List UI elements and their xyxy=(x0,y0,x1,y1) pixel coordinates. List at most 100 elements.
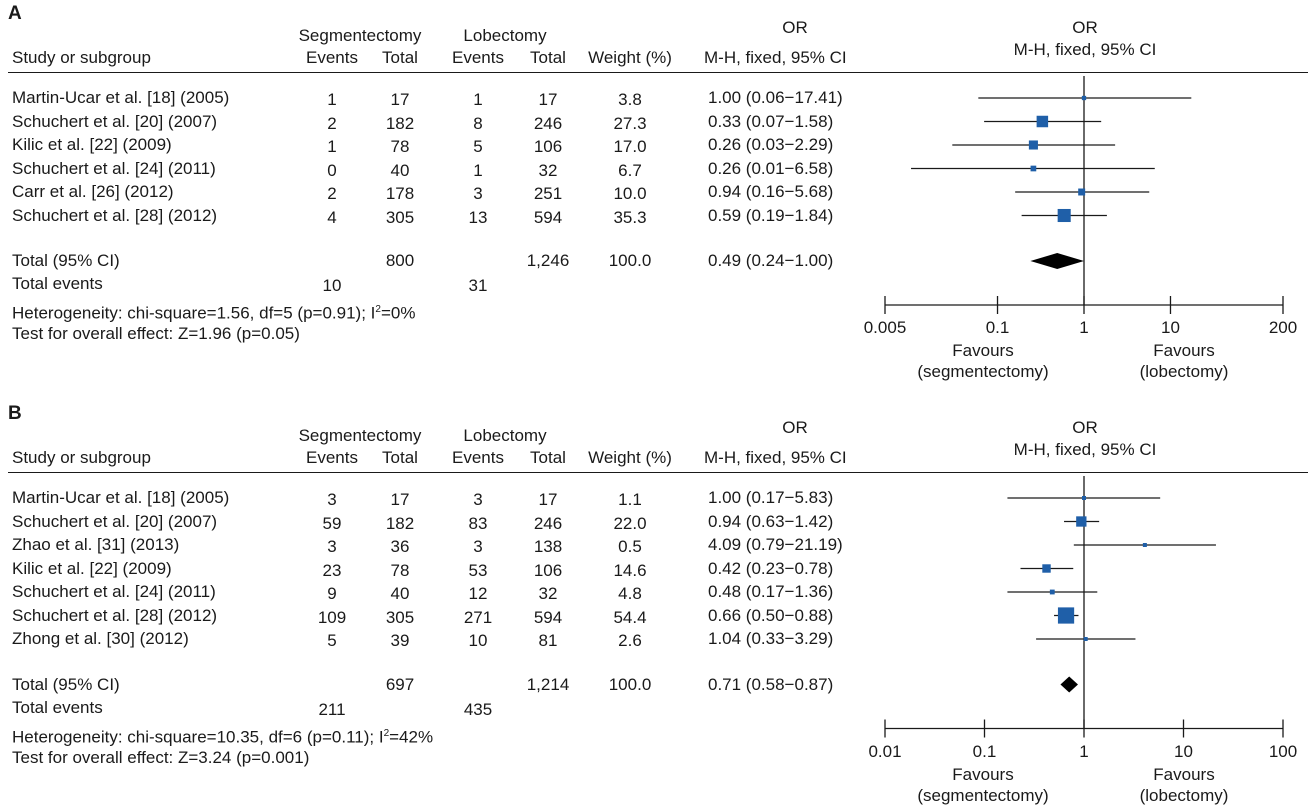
total-label: Total (95% CI) xyxy=(12,251,120,270)
lob-events: 13 xyxy=(468,207,488,227)
overall-effect-text: Test for overall effect: Z=1.96 (p=0.05) xyxy=(12,324,300,343)
header-plot-method: M-H, fixed, 95% CI xyxy=(1013,40,1157,59)
total-lob: 1,214 xyxy=(526,674,570,694)
header-weight: Weight (%) xyxy=(588,448,672,467)
total-seg: 800 xyxy=(385,251,415,270)
heterogeneity-suffix: =42% xyxy=(389,727,434,747)
study-marker xyxy=(1036,115,1049,128)
study-marker xyxy=(1082,496,1086,500)
or-ci-text: 0.94 (0.16−5.68) xyxy=(708,182,834,201)
total-lob: 1,246 xyxy=(526,251,570,270)
tick-label: 0.01 xyxy=(868,741,902,761)
panel-letter: A xyxy=(8,3,22,24)
total-events-seg: 10 xyxy=(322,276,342,295)
heterogeneity-prefix: Heterogeneity: chi-square=10.35, df=6 (p… xyxy=(12,727,384,747)
seg-total: 17 xyxy=(390,90,410,109)
header-study: Study or subgroup xyxy=(12,448,151,467)
heterogeneity-text: Heterogeneity: chi-square=1.56, df=5 (p=… xyxy=(12,300,415,324)
tick-label: 10 xyxy=(1174,741,1193,761)
seg-events: 9 xyxy=(327,584,337,603)
seg-total: 36 xyxy=(390,537,410,556)
study-name: Kilic et al. [22] (2009) xyxy=(12,135,172,154)
seg-events: 59 xyxy=(322,513,342,533)
tick-label: 1 xyxy=(1079,741,1089,761)
study-marker xyxy=(1028,140,1038,150)
lob-total: 246 xyxy=(533,513,563,533)
header-seg-events: Events xyxy=(306,448,358,467)
forest-plot-svg xyxy=(884,476,1284,738)
header-weight: Weight (%) xyxy=(588,48,672,67)
header-plot-or: OR xyxy=(1072,418,1098,437)
weight-value: 54.4 xyxy=(613,607,647,627)
tick-label: 10 xyxy=(1161,318,1180,337)
total-label: Total (95% CI) xyxy=(12,674,120,694)
seg-total: 305 xyxy=(385,207,415,227)
tick-label: 0.1 xyxy=(985,318,1010,337)
total-diamond xyxy=(1060,676,1078,693)
header-segmentectomy: Segmentectomy xyxy=(298,426,422,445)
study-marker xyxy=(1049,589,1055,595)
total-events-label: Total events xyxy=(12,274,103,293)
total-events-label: Total events xyxy=(12,697,103,717)
favours-right-label: Favours xyxy=(1153,341,1215,360)
lob-events: 83 xyxy=(468,513,488,533)
or-ci-text: 0.59 (0.19−1.84) xyxy=(708,205,834,225)
header-lobectomy: Lobectomy xyxy=(463,426,547,445)
seg-total: 305 xyxy=(385,607,415,627)
weight-value: 22.0 xyxy=(613,513,647,533)
weight-value: 0.5 xyxy=(618,537,642,556)
header-seg-total: Total xyxy=(382,48,418,67)
or-ci-text: 1.04 (0.33−3.29) xyxy=(708,629,834,648)
tick-label: 0.005 xyxy=(863,318,907,337)
header-lob-events: Events xyxy=(452,48,504,67)
total-weight: 100.0 xyxy=(608,251,652,270)
study-name: Zhong et al. [30] (2012) xyxy=(12,629,189,648)
lob-events: 12 xyxy=(468,584,488,603)
header-rule xyxy=(8,72,1308,73)
tick-label: 0.1 xyxy=(972,741,997,761)
header-lobectomy: Lobectomy xyxy=(463,26,547,45)
lob-total: 17 xyxy=(538,90,558,109)
weight-value: 10.0 xyxy=(613,184,647,203)
total-diamond xyxy=(1030,253,1084,269)
total-ci-text: 0.71 (0.58−0.87) xyxy=(708,674,834,694)
heterogeneity-text: Heterogeneity: chi-square=10.35, df=6 (p… xyxy=(12,724,433,748)
tick-label: 100 xyxy=(1268,741,1298,761)
seg-events: 2 xyxy=(327,184,337,203)
total-events-seg: 211 xyxy=(318,699,346,719)
lob-events: 3 xyxy=(473,537,483,556)
lob-events: 10 xyxy=(468,631,488,650)
panel-letter: B xyxy=(8,403,22,424)
lob-total: 594 xyxy=(533,207,563,227)
study-marker xyxy=(1042,564,1051,573)
header-or-method: M-H, fixed, 95% CI xyxy=(704,448,847,467)
tick-label: 200 xyxy=(1268,318,1298,337)
or-ci-text: 0.33 (0.07−1.58) xyxy=(708,111,834,131)
favours-left-label: Favours xyxy=(952,764,1014,784)
study-marker xyxy=(1030,165,1037,172)
seg-total: 78 xyxy=(390,137,410,156)
study-marker xyxy=(1076,516,1087,527)
study-marker xyxy=(1081,95,1087,101)
seg-events: 3 xyxy=(327,490,337,509)
seg-total: 182 xyxy=(385,513,415,533)
favours-left-group: (segmentectomy) xyxy=(917,785,1049,805)
lob-total: 251 xyxy=(533,184,563,203)
header-seg-total: Total xyxy=(382,448,418,467)
study-name: Schuchert et al. [20] (2007) xyxy=(12,111,218,131)
header-plot-method: M-H, fixed, 95% CI xyxy=(1013,440,1157,459)
seg-total: 78 xyxy=(390,560,410,580)
forest-plot-b: B Segmentectomy Lobectomy OR OR Study or sub… xyxy=(0,400,1315,806)
lob-events: 1 xyxy=(473,160,483,180)
weight-value: 1.1 xyxy=(618,490,642,509)
or-ci-text: 1.00 (0.06−17.41) xyxy=(708,88,843,107)
lob-total: 17 xyxy=(538,490,558,509)
seg-total: 40 xyxy=(390,584,410,603)
total-ci-text: 0.49 (0.24−1.00) xyxy=(708,251,834,270)
favours-right-group: (lobectomy) xyxy=(1139,362,1229,381)
seg-events: 4 xyxy=(327,207,337,227)
heterogeneity-prefix: Heterogeneity: chi-square=1.56, df=5 (p=… xyxy=(12,303,376,323)
seg-events: 1 xyxy=(327,90,337,109)
weight-value: 17.0 xyxy=(613,137,647,156)
header-or-method: M-H, fixed, 95% CI xyxy=(704,48,847,67)
